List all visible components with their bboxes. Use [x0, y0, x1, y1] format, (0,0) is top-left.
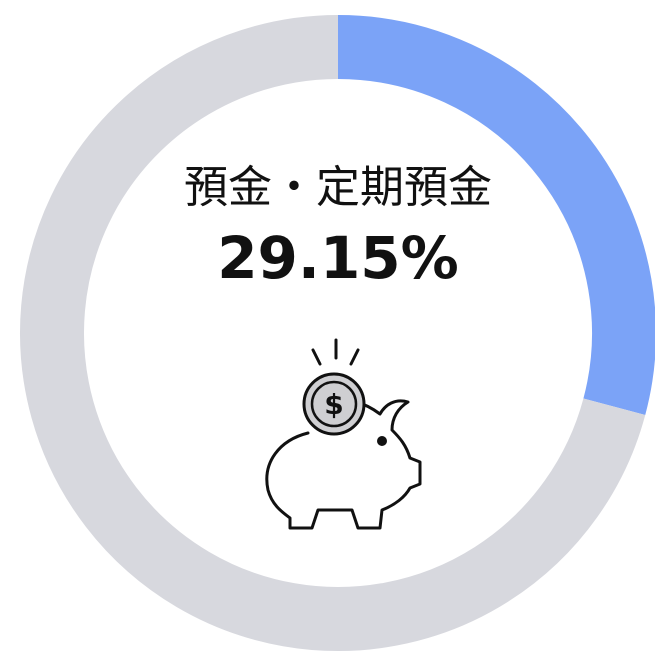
donut-segment [337, 15, 655, 415]
donut [20, 15, 655, 651]
value-label: 29.15% [217, 224, 459, 292]
svg-text:$: $ [324, 388, 343, 421]
piggy-bank-icon: $ [265, 338, 422, 530]
donut-segment [20, 15, 646, 651]
category-label: 預金・定期預金 [184, 162, 492, 213]
